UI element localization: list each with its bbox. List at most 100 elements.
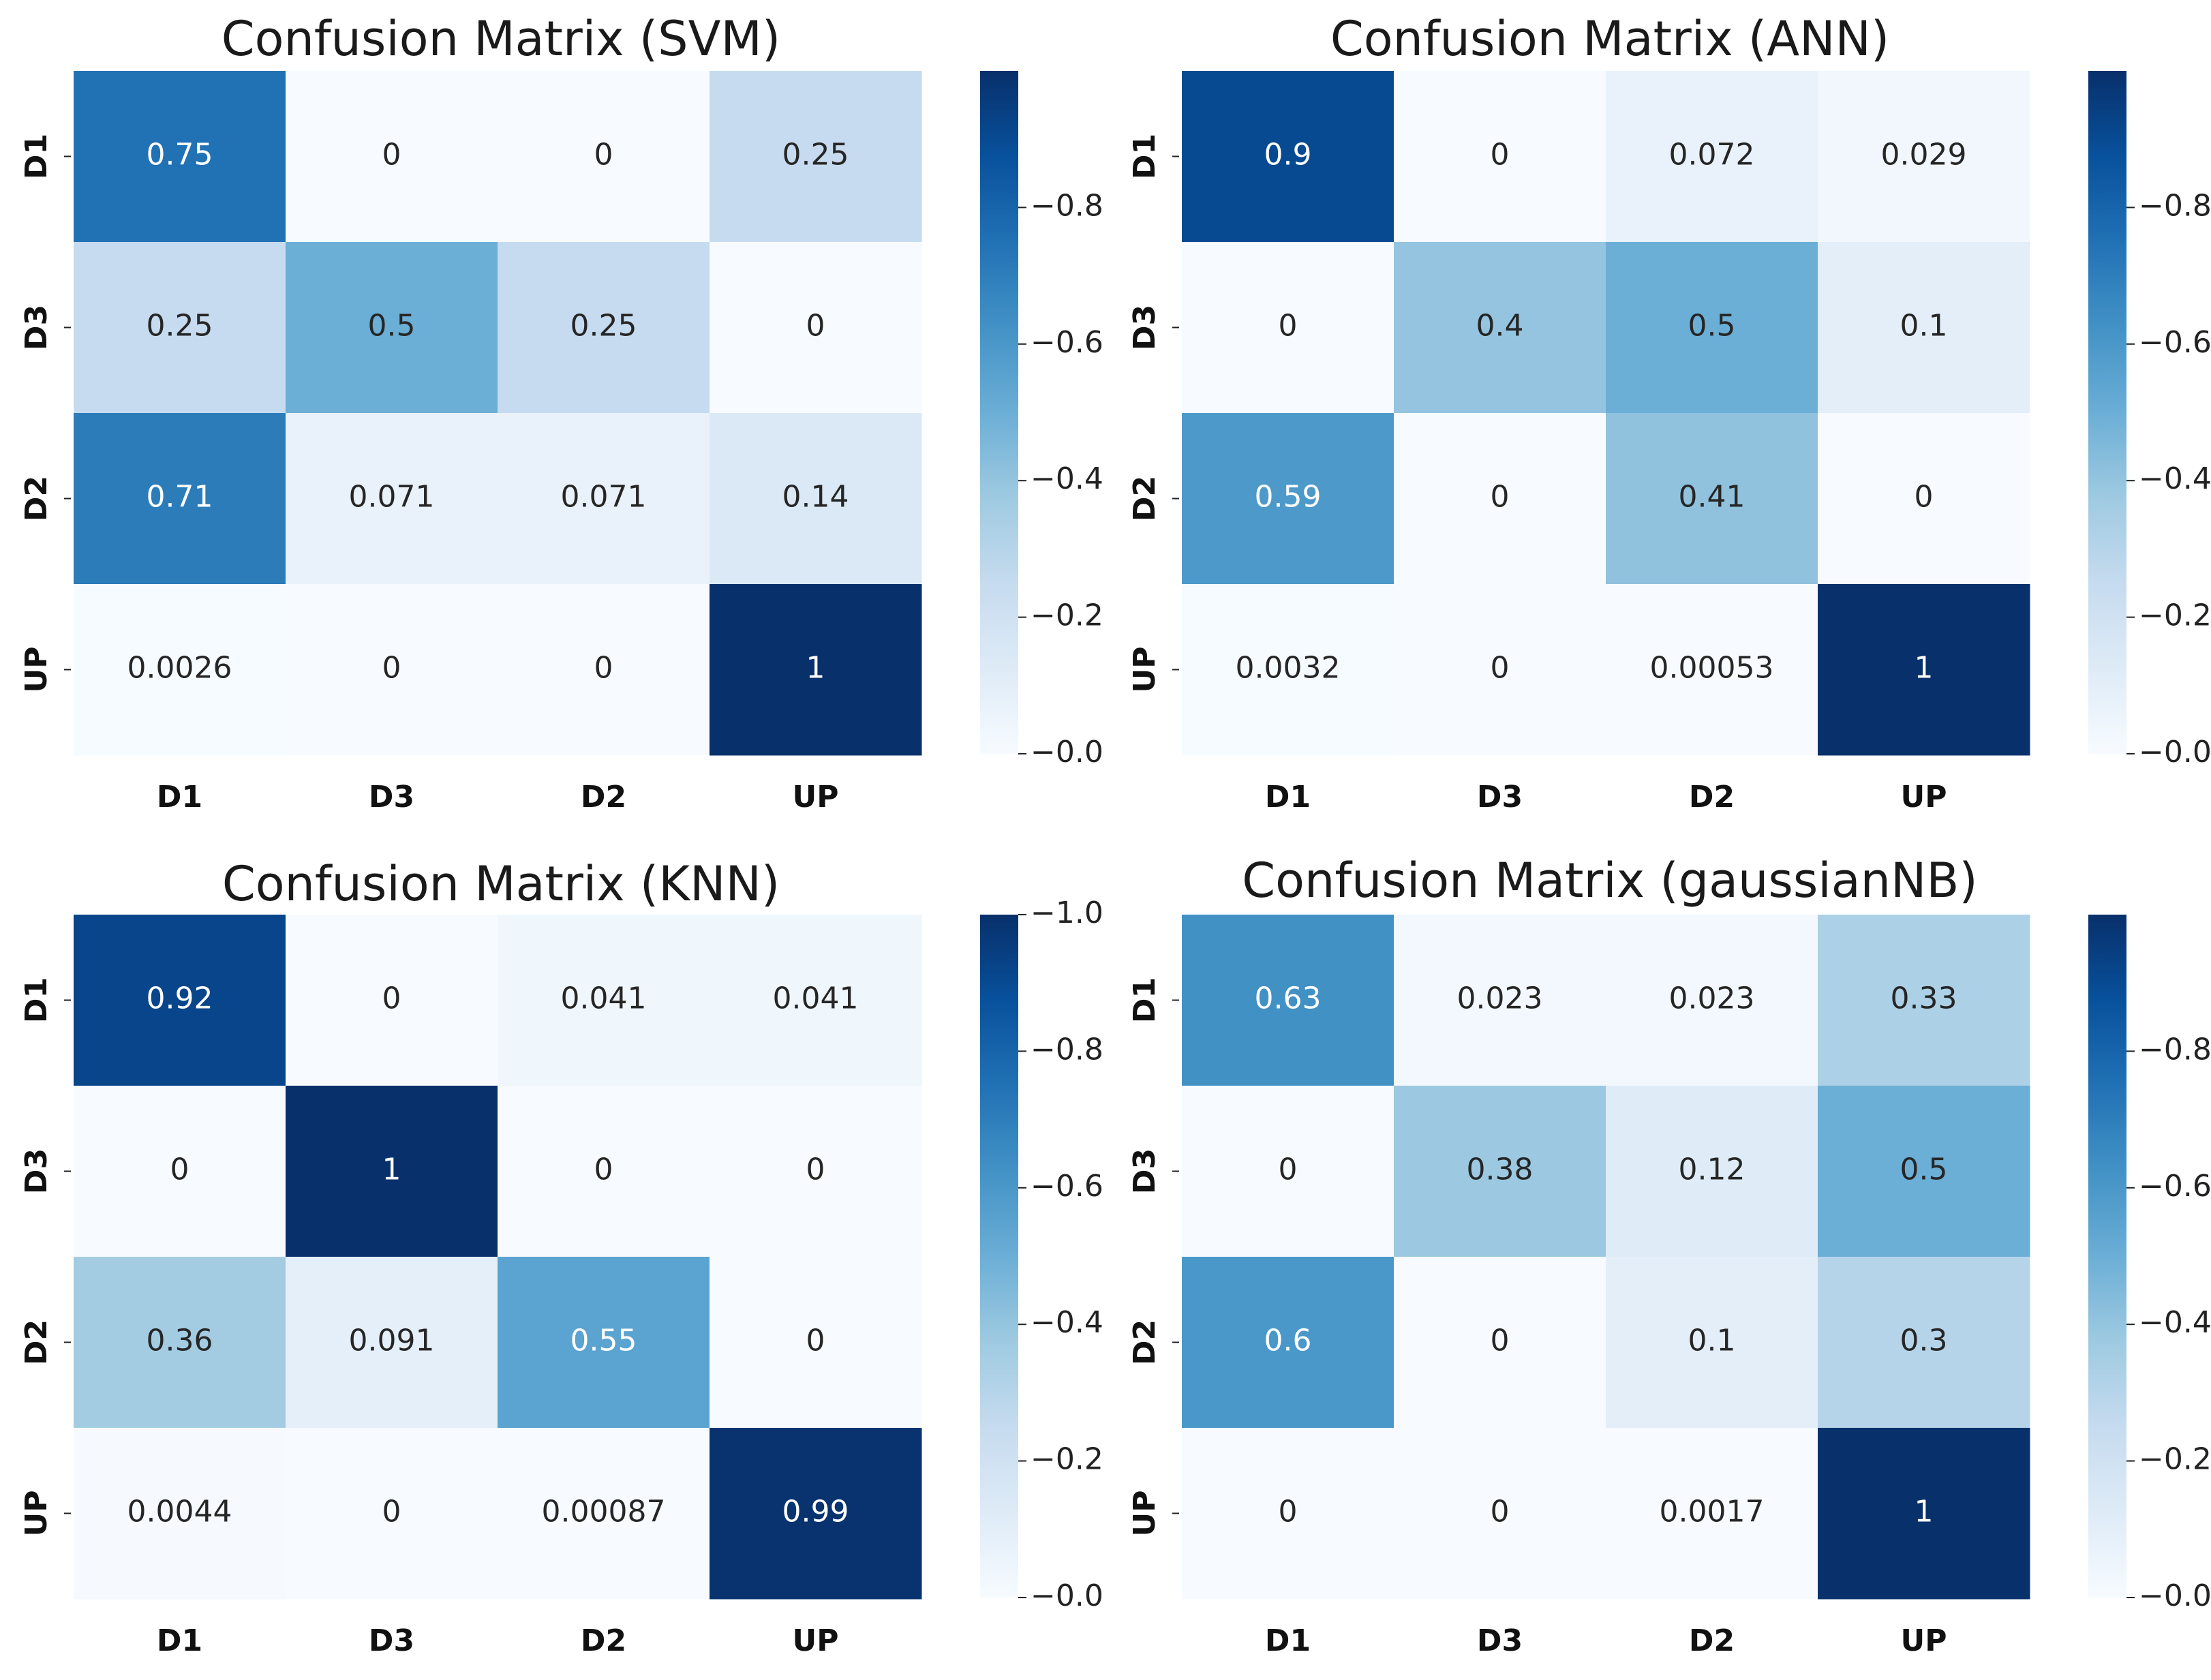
heatmap-cell bbox=[74, 1257, 286, 1429]
colorbar-tick-label: −0.6 bbox=[1031, 325, 1103, 360]
x-tick-label: D1 bbox=[1265, 1623, 1311, 1658]
cell-value-label: 0.75 bbox=[147, 138, 213, 172]
heatmap-cell bbox=[710, 71, 922, 243]
cell-value-label: 0 bbox=[594, 651, 613, 686]
y-tick-label: UP bbox=[1127, 647, 1162, 693]
heatmap-cell bbox=[1394, 1428, 1606, 1600]
heatmap-cell bbox=[286, 242, 498, 414]
x-tick-label: D2 bbox=[1689, 1623, 1735, 1658]
colorbar bbox=[2088, 71, 2126, 754]
cell-value-label: 0.091 bbox=[349, 1324, 435, 1358]
cell-value-label: 0.36 bbox=[147, 1324, 213, 1358]
colorbar-tick-label: −0.8 bbox=[2139, 188, 2211, 223]
heatmap-cell bbox=[498, 1257, 710, 1429]
heatmap-cell bbox=[1182, 1086, 1394, 1257]
cell-value-label: 0 bbox=[1915, 480, 1934, 515]
heatmap-cell bbox=[1818, 915, 2030, 1086]
heatmap-cell bbox=[710, 413, 922, 585]
x-tick-label: UP bbox=[793, 1623, 839, 1658]
cell-value-label: 0 bbox=[1491, 138, 1510, 172]
cell-value-label: 0 bbox=[382, 981, 401, 1016]
cell-value-label: 0 bbox=[1279, 1152, 1298, 1187]
cell-value-label: 0.5 bbox=[1900, 1152, 1948, 1187]
chart-title: Confusion Matrix (SVM) bbox=[222, 11, 780, 67]
colorbar-tick-label: −0.8 bbox=[1031, 1032, 1103, 1067]
cell-value-label: 0 bbox=[382, 138, 401, 172]
cell-value-label: 0.5 bbox=[368, 309, 416, 343]
heatmap-cell bbox=[710, 1257, 922, 1429]
y-tick-label: D2 bbox=[1127, 476, 1162, 521]
cell-value-label: 0 bbox=[806, 1152, 825, 1187]
x-tick-label: D1 bbox=[157, 1623, 202, 1658]
cell-value-label: 0 bbox=[1491, 1495, 1510, 1529]
colorbar-tick-label: −0.2 bbox=[2139, 598, 2211, 633]
heatmap-cell bbox=[1606, 1086, 1818, 1257]
colorbar-tick-label: −0.4 bbox=[1031, 461, 1103, 496]
y-tick-label: D3 bbox=[1127, 1148, 1162, 1194]
cell-value-label: 0 bbox=[382, 1495, 401, 1529]
heatmap-cell bbox=[498, 1428, 710, 1600]
cell-value-label: 0.63 bbox=[1255, 981, 1322, 1016]
colorbar-tick-label: −0.4 bbox=[2139, 461, 2211, 496]
colorbar-tick-label: −0.0 bbox=[2139, 1578, 2211, 1613]
heatmap-cell bbox=[1394, 413, 1606, 585]
y-tick-label: D3 bbox=[19, 305, 54, 350]
colorbar-tick-label: −0.8 bbox=[2139, 1032, 2211, 1067]
confusion-matrix-panel: Confusion Matrix (ANN) 0.9 0 0.072 0.029 0 0.4… bbox=[1127, 11, 2211, 814]
y-tick-label: D2 bbox=[19, 476, 54, 521]
cell-value-label: 0.71 bbox=[147, 480, 213, 515]
y-tick-label: UP bbox=[1127, 1491, 1162, 1537]
x-tick-label: UP bbox=[793, 780, 839, 814]
heatmap-cell bbox=[710, 1086, 922, 1257]
y-tick-label: D3 bbox=[1127, 305, 1162, 350]
colorbar bbox=[980, 71, 1018, 754]
heatmap-cell bbox=[286, 71, 498, 243]
cell-value-label: 0.041 bbox=[561, 981, 647, 1016]
cell-value-label: 0 bbox=[806, 1324, 825, 1358]
cell-value-label: 0.0044 bbox=[127, 1495, 232, 1529]
cell-value-label: 0.071 bbox=[349, 480, 435, 515]
colorbar-tick-label: −0.6 bbox=[2139, 1169, 2211, 1204]
cell-value-label: 0.00087 bbox=[542, 1495, 666, 1529]
colorbar-tick-label: −0.2 bbox=[2139, 1442, 2211, 1477]
cell-value-label: 0.0026 bbox=[127, 651, 232, 686]
heatmap-cell bbox=[498, 242, 710, 414]
y-tick-label: D2 bbox=[19, 1319, 54, 1365]
x-tick-label: D2 bbox=[581, 1623, 626, 1658]
cell-value-label: 0.9 bbox=[1264, 138, 1312, 172]
cell-value-label: 0.023 bbox=[1669, 981, 1755, 1016]
heatmap-cell bbox=[1182, 584, 1394, 756]
cell-value-label: 0.33 bbox=[1891, 981, 1957, 1016]
heatmap-cell bbox=[74, 1086, 286, 1257]
x-tick-label: D3 bbox=[1477, 780, 1523, 814]
colorbar-tick-label: −0.2 bbox=[1031, 1442, 1103, 1477]
cell-value-label: 0 bbox=[594, 1152, 613, 1187]
cell-value-label: 0.25 bbox=[570, 309, 637, 343]
heatmap-cell bbox=[1394, 584, 1606, 756]
y-tick-label: D2 bbox=[1127, 1319, 1162, 1365]
cell-value-label: 0.4 bbox=[1476, 309, 1524, 343]
heatmap-cell bbox=[74, 413, 286, 585]
heatmap-cell bbox=[74, 915, 286, 1086]
x-tick-label: D2 bbox=[581, 780, 626, 814]
cell-value-label: 0 bbox=[1279, 309, 1298, 343]
heatmap-cell bbox=[498, 915, 710, 1086]
heatmap-cell bbox=[74, 71, 286, 243]
heatmap-cell bbox=[1394, 71, 1606, 243]
heatmap-cell bbox=[1182, 413, 1394, 585]
colorbar-tick-label: −1.0 bbox=[1031, 896, 1103, 930]
cell-value-label: 0 bbox=[594, 138, 613, 172]
x-tick-label: D3 bbox=[369, 780, 414, 814]
y-tick-label: UP bbox=[19, 647, 54, 693]
heatmap-cell bbox=[1606, 1257, 1818, 1429]
colorbar-tick-label: −0.6 bbox=[1031, 1169, 1103, 1204]
heatmap-cell bbox=[1394, 1086, 1606, 1257]
heatmap-cell bbox=[710, 1428, 922, 1600]
heatmap-cell bbox=[710, 584, 922, 756]
cell-value-label: 0 bbox=[382, 651, 401, 686]
heatmap-cell bbox=[1818, 584, 2030, 756]
colorbar-tick-label: −0.0 bbox=[2139, 735, 2211, 769]
cell-value-label: 0.25 bbox=[147, 309, 213, 343]
cell-value-label: 0.1 bbox=[1688, 1324, 1736, 1358]
